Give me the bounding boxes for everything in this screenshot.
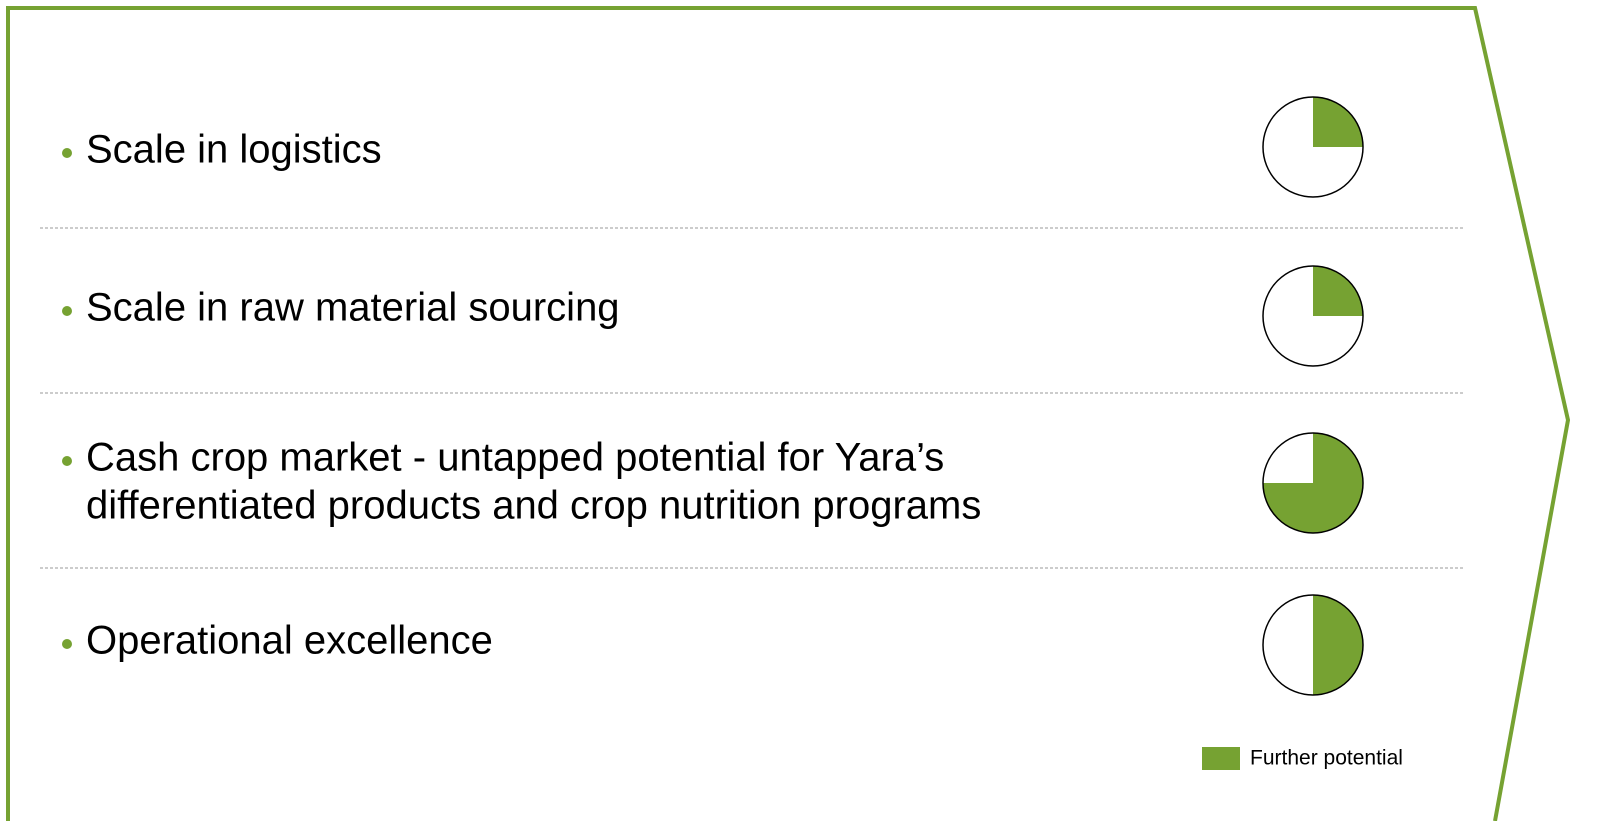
harvey-ball-fill	[1313, 97, 1363, 147]
bullet	[62, 639, 72, 649]
harvey-ball-outline	[1262, 432, 1364, 534]
chevron-frame	[6, 6, 1571, 821]
item-label: Scale in raw material sourcing	[86, 286, 620, 330]
harvey-ball-outline	[1262, 265, 1364, 367]
harvey-ball-outline	[1262, 594, 1364, 696]
bullet	[62, 456, 72, 466]
bullet	[62, 148, 72, 158]
bullet	[62, 306, 72, 316]
legend-swatch	[1202, 747, 1240, 770]
legend-label: Further potential	[1250, 747, 1403, 770]
harvey-ball-fill	[1313, 595, 1363, 695]
item-label: Operational excellence	[86, 619, 493, 663]
harvey-ball-fill	[1263, 433, 1363, 533]
item-label: differentiated products and crop nutriti…	[86, 484, 981, 528]
harvey-ball-outline	[1262, 96, 1364, 198]
harvey-ball-fill	[1313, 266, 1363, 316]
item-label: Scale in logistics	[86, 128, 382, 172]
item-label: Cash crop market - untapped potential fo…	[86, 436, 944, 480]
